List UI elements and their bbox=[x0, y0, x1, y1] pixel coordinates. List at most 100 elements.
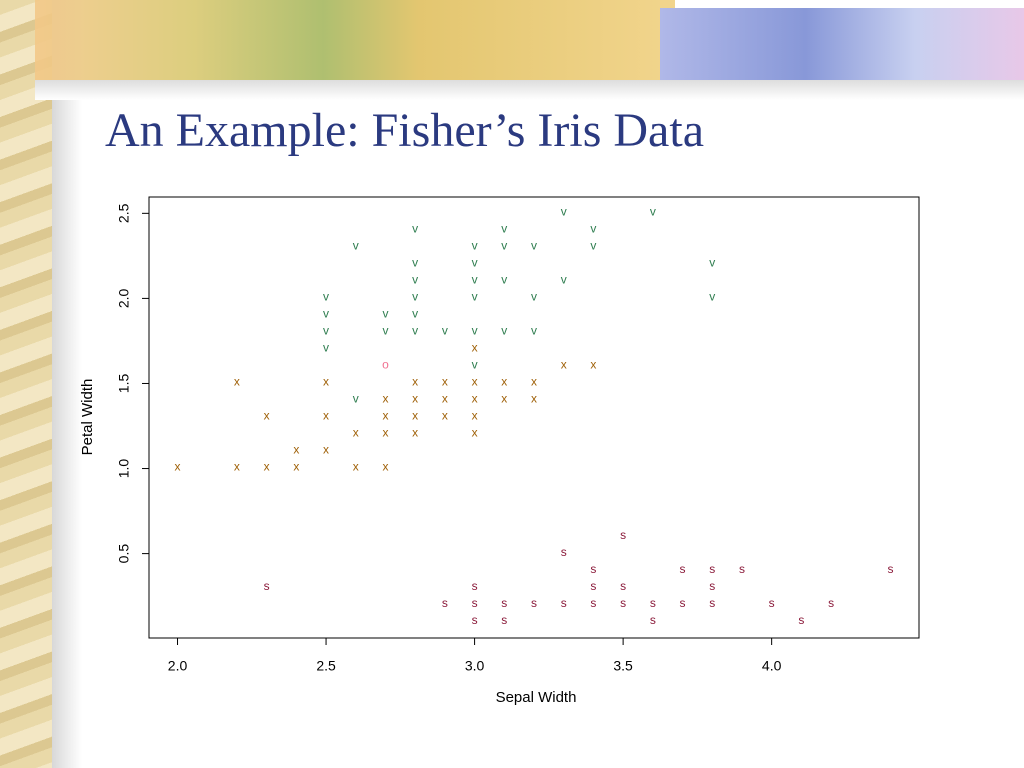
point: x bbox=[353, 426, 359, 440]
point: v bbox=[709, 290, 715, 304]
decor-fade bbox=[35, 80, 1024, 100]
point: x bbox=[353, 460, 359, 474]
point: x bbox=[175, 460, 181, 474]
point: s bbox=[680, 596, 686, 610]
x-tick-label: 2.0 bbox=[168, 658, 188, 674]
point: v bbox=[501, 239, 507, 253]
y-tick-label: 0.5 bbox=[116, 544, 132, 564]
point: x bbox=[323, 409, 329, 423]
point: x bbox=[323, 443, 329, 457]
point: s bbox=[887, 562, 893, 576]
point: x bbox=[412, 392, 418, 406]
point: s bbox=[472, 596, 478, 610]
point: x bbox=[442, 375, 448, 389]
point: s bbox=[620, 528, 626, 542]
point: s bbox=[709, 579, 715, 593]
decor-shade bbox=[52, 0, 82, 768]
point: s bbox=[501, 596, 507, 610]
point: s bbox=[650, 613, 656, 627]
point: v bbox=[650, 205, 656, 219]
point: v bbox=[590, 222, 596, 236]
point: s bbox=[739, 562, 745, 576]
point: v bbox=[353, 392, 359, 406]
point: x bbox=[264, 460, 270, 474]
point: s bbox=[620, 579, 626, 593]
point: v bbox=[709, 256, 715, 270]
point: x bbox=[323, 375, 329, 389]
slide-title: An Example: Fisher’s Iris Data bbox=[105, 104, 704, 157]
x-tick-label: 3.5 bbox=[613, 658, 633, 674]
x-tick-label: 2.5 bbox=[316, 658, 336, 674]
point: x bbox=[382, 392, 388, 406]
point: v bbox=[531, 290, 537, 304]
point: s bbox=[472, 613, 478, 627]
decor-banner bbox=[660, 8, 1024, 86]
decor-banner bbox=[35, 0, 675, 85]
point: v bbox=[382, 307, 388, 321]
point: v bbox=[501, 273, 507, 287]
plot-frame bbox=[148, 196, 920, 639]
point: x bbox=[472, 375, 478, 389]
point: s bbox=[709, 596, 715, 610]
y-axis-label: Petal Width bbox=[79, 379, 96, 456]
point: s bbox=[590, 579, 596, 593]
point: v bbox=[412, 307, 418, 321]
point: v bbox=[323, 290, 329, 304]
point: s bbox=[590, 562, 596, 576]
point: v bbox=[412, 273, 418, 287]
point: s bbox=[561, 596, 567, 610]
decor-strip bbox=[0, 0, 52, 768]
x-tick-label: 3.0 bbox=[465, 658, 485, 674]
point: x bbox=[382, 426, 388, 440]
point: x bbox=[293, 460, 299, 474]
point: v bbox=[472, 256, 478, 270]
point: s bbox=[264, 579, 270, 593]
point: x bbox=[531, 392, 537, 406]
point: s bbox=[620, 596, 626, 610]
point: s bbox=[650, 596, 656, 610]
point: x bbox=[412, 409, 418, 423]
point: x bbox=[234, 460, 240, 474]
x-axis-label: Sepal Width bbox=[496, 689, 577, 706]
point: s bbox=[561, 545, 567, 559]
point: v bbox=[531, 324, 537, 338]
point: x bbox=[234, 375, 240, 389]
y-tick-label: 1.0 bbox=[116, 459, 132, 479]
point: x bbox=[472, 426, 478, 440]
point: x bbox=[472, 392, 478, 406]
y-tick-label: 1.5 bbox=[116, 374, 132, 394]
point: s bbox=[680, 562, 686, 576]
x-tick-label: 4.0 bbox=[762, 658, 782, 674]
point: x bbox=[382, 409, 388, 423]
point: v bbox=[561, 205, 567, 219]
point: v bbox=[412, 222, 418, 236]
point: x bbox=[501, 375, 507, 389]
point: s bbox=[828, 596, 834, 610]
point: v bbox=[531, 239, 537, 253]
point: v bbox=[412, 290, 418, 304]
point: v bbox=[323, 307, 329, 321]
point: s bbox=[769, 596, 775, 610]
point: v bbox=[561, 273, 567, 287]
point: x bbox=[472, 341, 478, 355]
point: v bbox=[472, 273, 478, 287]
point: x bbox=[412, 375, 418, 389]
point: x bbox=[382, 460, 388, 474]
point: x bbox=[293, 443, 299, 457]
point: v bbox=[472, 358, 478, 372]
point: v bbox=[323, 341, 329, 355]
point: v bbox=[442, 324, 448, 338]
point: v bbox=[353, 239, 359, 253]
point: x bbox=[442, 409, 448, 423]
point: x bbox=[531, 375, 537, 389]
point: x bbox=[412, 426, 418, 440]
point: x bbox=[442, 392, 448, 406]
point: s bbox=[531, 596, 537, 610]
point: v bbox=[382, 324, 388, 338]
point: v bbox=[501, 324, 507, 338]
point: x bbox=[472, 409, 478, 423]
point: x bbox=[561, 358, 567, 372]
point: x bbox=[264, 409, 270, 423]
